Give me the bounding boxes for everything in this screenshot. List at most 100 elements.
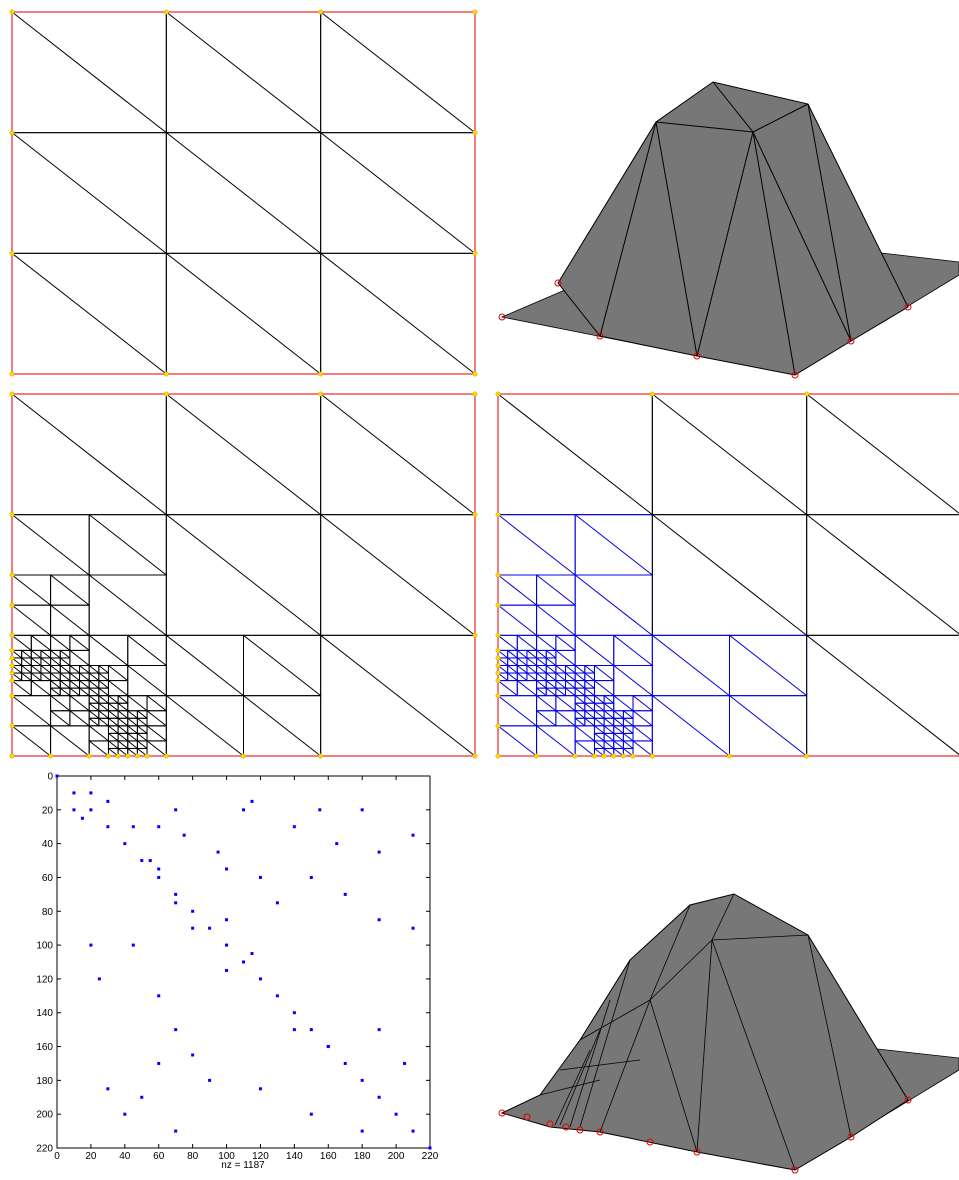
mesh-edge bbox=[537, 575, 576, 605]
mesh-edge bbox=[614, 741, 624, 749]
mesh-edge bbox=[498, 681, 517, 696]
nonzero-mark bbox=[361, 1130, 364, 1133]
mesh-node bbox=[10, 10, 14, 14]
mesh-edge bbox=[99, 688, 109, 696]
nonzero-mark bbox=[191, 927, 194, 930]
mesh-edge bbox=[517, 635, 536, 650]
nonzero-mark bbox=[429, 1147, 432, 1150]
mesh-edge bbox=[137, 711, 147, 719]
mesh-edge bbox=[51, 658, 61, 666]
mesh-edge bbox=[147, 696, 166, 711]
nonzero-mark bbox=[132, 825, 135, 828]
mesh-edge bbox=[546, 673, 556, 681]
mesh-edge bbox=[527, 673, 537, 681]
y-tick-label: 0 bbox=[47, 772, 53, 783]
mesh-edge bbox=[614, 696, 633, 711]
mesh-edge bbox=[128, 666, 167, 696]
mesh-node bbox=[621, 754, 625, 758]
mesh-edge bbox=[537, 696, 556, 711]
mesh-edge bbox=[604, 718, 614, 726]
mesh-edge bbox=[730, 696, 807, 756]
y-tick-label: 60 bbox=[42, 873, 54, 884]
mesh-edge bbox=[108, 718, 118, 726]
mesh-edge bbox=[108, 726, 118, 734]
mesh-edge bbox=[807, 394, 959, 515]
mesh-node bbox=[473, 512, 477, 516]
mesh-edge bbox=[80, 666, 90, 674]
mesh-edge bbox=[51, 726, 90, 756]
mesh-edge bbox=[321, 515, 475, 636]
mesh bbox=[10, 392, 477, 758]
mesh-node bbox=[164, 754, 168, 758]
nonzero-mark bbox=[344, 893, 347, 896]
mesh-edge bbox=[166, 253, 320, 374]
mesh-edge bbox=[652, 635, 729, 695]
y-tick-label: 20 bbox=[42, 805, 54, 816]
nonzero-mark bbox=[191, 910, 194, 913]
mesh-edge bbox=[575, 575, 652, 635]
mesh-node bbox=[10, 693, 14, 697]
mesh-edge bbox=[604, 741, 614, 749]
nonzero-mark bbox=[123, 1113, 126, 1116]
mesh-edge bbox=[594, 726, 604, 734]
nonzero-mark bbox=[378, 1096, 381, 1099]
mesh bbox=[496, 392, 959, 758]
mesh-edge bbox=[604, 711, 614, 719]
mesh-edge bbox=[137, 741, 147, 749]
mesh-edge bbox=[99, 718, 109, 726]
mesh-edge bbox=[22, 673, 32, 681]
mesh-edge bbox=[321, 12, 475, 133]
nonzero-mark bbox=[293, 825, 296, 828]
mesh-edge bbox=[575, 741, 594, 756]
mesh-edge bbox=[537, 673, 547, 681]
mesh-edge bbox=[614, 733, 624, 741]
mesh-edge bbox=[166, 635, 243, 695]
nonzero-mark bbox=[106, 825, 109, 828]
mesh-node bbox=[496, 671, 500, 675]
mesh-edge bbox=[99, 673, 109, 681]
mesh-edge bbox=[99, 681, 109, 689]
mesh-edge bbox=[99, 666, 109, 674]
mesh-node bbox=[534, 754, 538, 758]
mesh-edge bbox=[60, 658, 70, 666]
mesh-node bbox=[804, 754, 808, 758]
nonzero-mark bbox=[250, 800, 253, 803]
mesh-edge bbox=[70, 688, 80, 696]
nonzero-mark bbox=[412, 927, 415, 930]
mesh-edge bbox=[585, 696, 595, 704]
mesh-edge bbox=[594, 733, 604, 741]
mesh-edge bbox=[730, 635, 807, 695]
mesh-node bbox=[164, 392, 168, 396]
mesh-edge bbox=[575, 718, 585, 726]
nonzero-mark bbox=[157, 868, 160, 871]
mesh-edge bbox=[517, 673, 527, 681]
mesh-node bbox=[473, 10, 477, 14]
mesh-edge bbox=[166, 12, 320, 133]
nonzero-mark bbox=[149, 859, 152, 862]
mesh-edge bbox=[12, 681, 31, 696]
y-tick-label: 200 bbox=[36, 1110, 53, 1121]
y-tick-label: 120 bbox=[36, 974, 53, 985]
mesh-edge bbox=[89, 703, 99, 711]
mesh-node bbox=[116, 754, 120, 758]
nonzero-mark bbox=[225, 969, 228, 972]
mesh-edge bbox=[12, 515, 89, 575]
mesh-edge bbox=[60, 650, 70, 658]
mesh-edge bbox=[128, 635, 167, 665]
mesh-node bbox=[48, 754, 52, 758]
mesh-edge bbox=[614, 726, 624, 734]
mesh-edge bbox=[556, 688, 566, 696]
mesh-edge bbox=[80, 673, 90, 681]
nonzero-mark bbox=[174, 893, 177, 896]
mesh-edge bbox=[498, 635, 517, 650]
mesh-edge bbox=[623, 733, 633, 741]
mesh-edge bbox=[166, 133, 320, 254]
mesh-edge bbox=[51, 666, 61, 674]
mesh-edge bbox=[70, 635, 89, 650]
nonzero-mark bbox=[378, 1028, 381, 1031]
x-tick-label: 120 bbox=[252, 1151, 269, 1162]
nonzero-mark bbox=[310, 1113, 313, 1116]
mesh-edge bbox=[566, 673, 576, 681]
surface-plot bbox=[499, 82, 959, 378]
mesh-edge bbox=[575, 681, 585, 689]
